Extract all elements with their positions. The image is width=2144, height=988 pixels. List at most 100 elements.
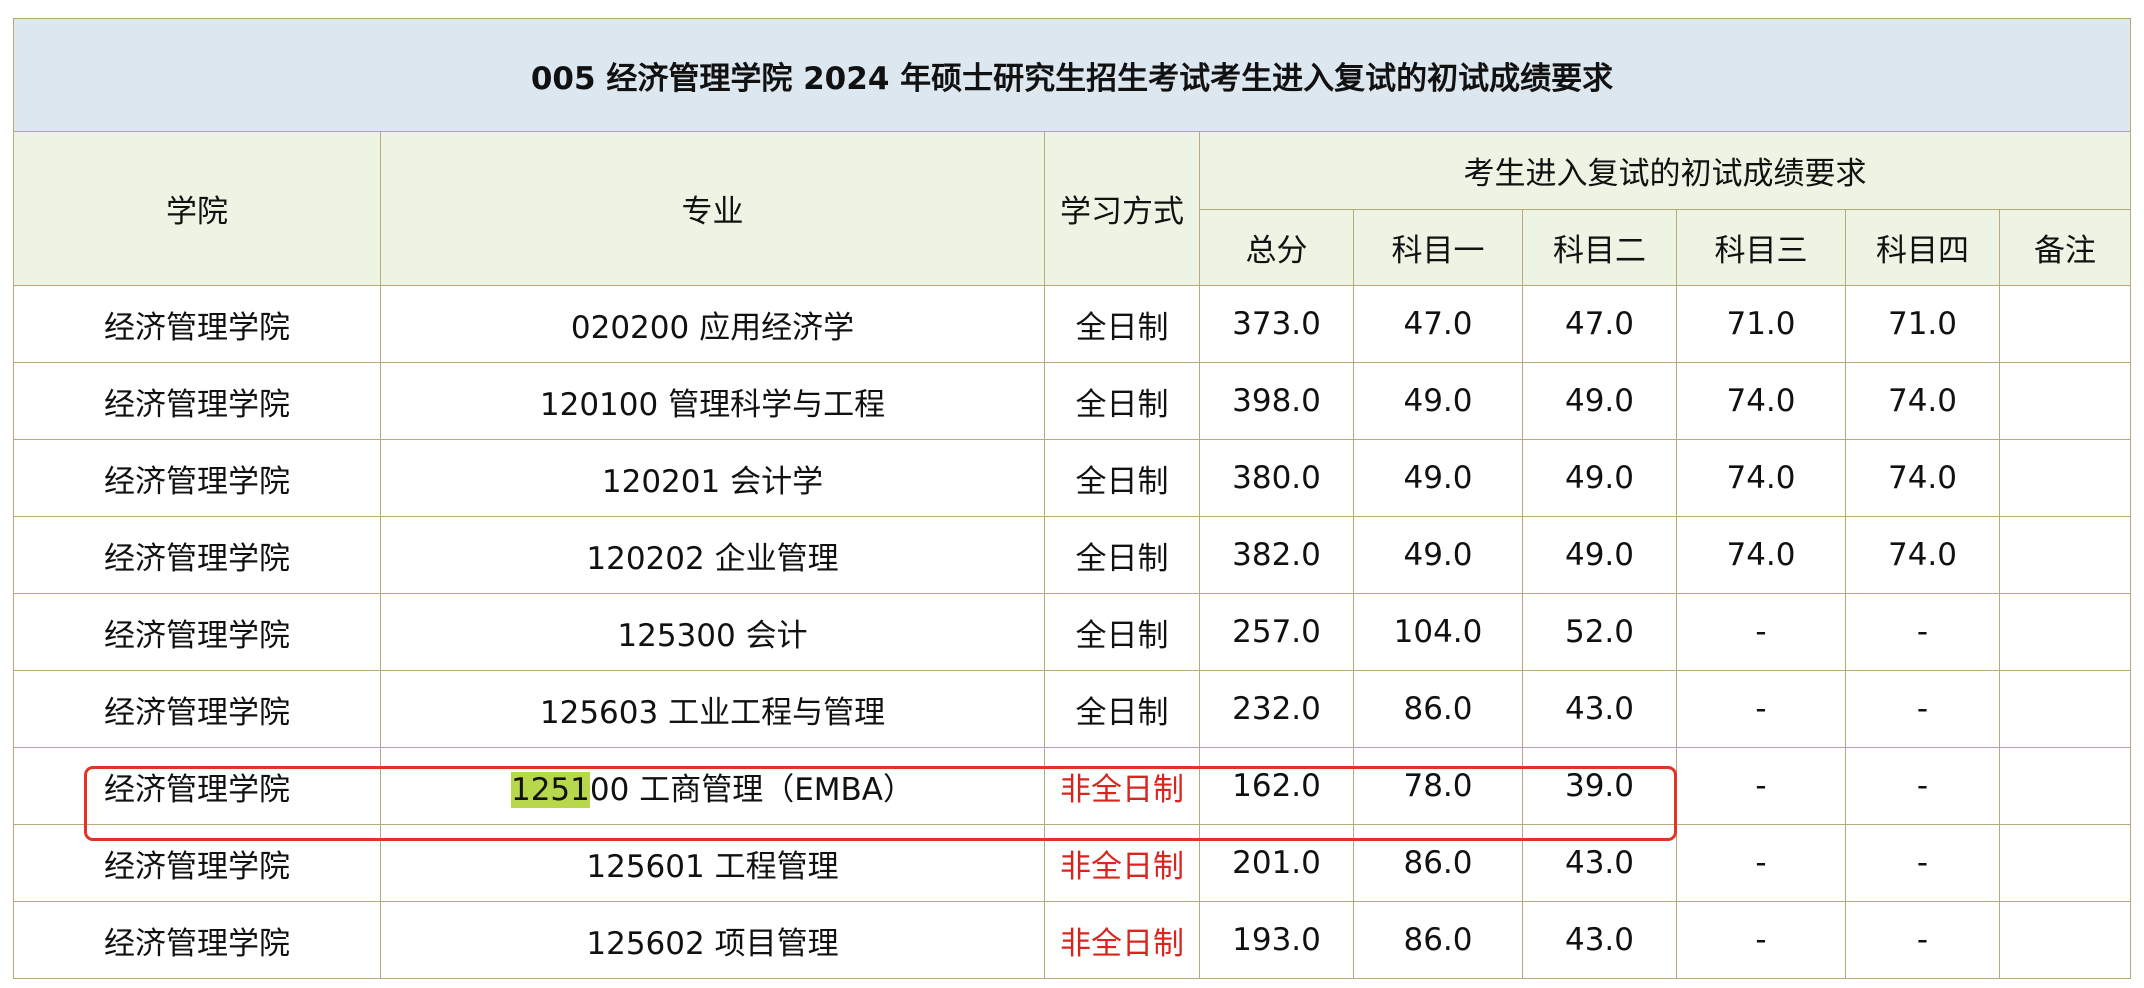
cell-study-mode: 非全日制: [1044, 824, 1200, 902]
table-title: 005 经济管理学院 2024 年硕士研究生招生考试考生进入复试的初试成绩要求: [13, 18, 2131, 132]
header-mode: 学习方式: [1044, 131, 1200, 286]
cell-remark: [1999, 362, 2131, 440]
cell-study-mode: 全日制: [1044, 593, 1200, 671]
cell-total: 257.0: [1199, 593, 1354, 671]
cell-college: 经济管理学院: [13, 593, 381, 671]
table-row: 经济管理学院 125601 工程管理 非全日制 201.0 86.0 43.0- -: [13, 824, 2131, 902]
major-name: 会计: [735, 617, 808, 654]
table-row: 经济管理学院 125100 工商管理（EMBA） 非全日制 162.0 78.0 39.0…: [13, 747, 2131, 825]
cell-subject-2: 49.0: [1522, 439, 1677, 517]
cell-subject-4: 74.0: [1845, 439, 2000, 517]
table-row: 经济管理学院 120202 企业管理 全日制 382.0 49.0 49.0 74.0 74.…: [13, 516, 2131, 594]
cell-total: 201.0: [1199, 824, 1354, 902]
major-name: 企业管理: [704, 540, 839, 577]
header-subject-2: 科目二: [1522, 209, 1677, 286]
cell-subject-1: 86.0: [1353, 670, 1523, 748]
major-code: 125602: [586, 925, 705, 962]
cell-subject-2: 39.0: [1522, 747, 1677, 825]
cell-major: 020200 应用经济学: [380, 285, 1045, 363]
cell-subject-4: 74.0: [1845, 362, 2000, 440]
major-code: 125603: [539, 694, 659, 731]
major-code: 020200: [570, 309, 690, 346]
cell-study-mode: 全日制: [1044, 670, 1200, 748]
cell-total: 382.0: [1199, 516, 1354, 594]
header-subject-4: 科目四: [1845, 209, 2000, 286]
cell-remark: [1999, 439, 2131, 517]
cell-remark: [1999, 285, 2131, 363]
cell-remark: [1999, 670, 2131, 748]
cell-subject-3: -: [1676, 824, 1846, 902]
score-table: 005 经济管理学院 2024 年硕士研究生招生考试考生进入复试的初试成绩要求 …: [13, 18, 2131, 979]
cell-subject-4: -: [1845, 901, 2000, 979]
cell-subject-2: 49.0: [1522, 516, 1677, 594]
cell-total: 380.0: [1199, 439, 1354, 517]
major-code: 125300: [617, 617, 736, 654]
table-row: 经济管理学院 125603 工业工程与管理 全日制 232.0 86.0 43.0- -: [13, 670, 2131, 748]
cell-subject-3: -: [1676, 901, 1846, 979]
major-code: 00: [589, 771, 630, 808]
major-name: 项目管理: [704, 925, 839, 962]
major-code-highlight: 1251: [510, 771, 590, 808]
cell-subject-2: 47.0: [1522, 285, 1677, 363]
cell-study-mode: 全日制: [1044, 516, 1200, 594]
cell-subject-4: 74.0: [1845, 516, 2000, 594]
cell-subject-2: 52.0: [1522, 593, 1677, 671]
cell-subject-3: -: [1676, 670, 1846, 748]
header-subject-1: 科目一: [1353, 209, 1523, 286]
cell-subject-4: -: [1845, 747, 2000, 825]
table-row: 经济管理学院 020200 应用经济学 全日制 373.0 47.0 47.0 71.0 71…: [13, 285, 2131, 363]
cell-major: 120202 企业管理: [380, 516, 1045, 594]
cell-total: 193.0: [1199, 901, 1354, 979]
cell-study-mode: 非全日制: [1044, 747, 1200, 825]
cell-major: 125603 工业工程与管理: [380, 670, 1045, 748]
cell-subject-4: -: [1845, 593, 2000, 671]
cell-study-mode: 非全日制: [1044, 901, 1200, 979]
major-name: 管理科学与工程: [658, 386, 886, 423]
major-name: 会计学: [720, 463, 824, 500]
table-row: 经济管理学院 120100 管理科学与工程 全日制 398.0 49.0 49.0 74.0…: [13, 362, 2131, 440]
cell-remark: [1999, 593, 2131, 671]
cell-major: 125602 项目管理: [380, 901, 1045, 979]
major-name: 工业工程与管理: [658, 694, 886, 731]
cell-subject-2: 43.0: [1522, 824, 1677, 902]
title-row: 005 经济管理学院 2024 年硕士研究生招生考试考生进入复试的初试成绩要求: [13, 18, 2131, 132]
cell-study-mode: 全日制: [1044, 285, 1200, 363]
cell-major: 125601 工程管理: [380, 824, 1045, 902]
cell-subject-1: 86.0: [1353, 824, 1523, 902]
cell-subject-4: 71.0: [1845, 285, 2000, 363]
header-total: 总分: [1199, 209, 1354, 286]
header-remark: 备注: [1999, 209, 2131, 286]
cell-subject-1: 49.0: [1353, 362, 1523, 440]
cell-total: 373.0: [1199, 285, 1354, 363]
cell-college: 经济管理学院: [13, 747, 381, 825]
cell-college: 经济管理学院: [13, 362, 381, 440]
cell-total: 232.0: [1199, 670, 1354, 748]
cell-subject-1: 49.0: [1353, 516, 1523, 594]
cell-college: 经济管理学院: [13, 439, 381, 517]
cell-study-mode: 全日制: [1044, 362, 1200, 440]
major-code: 120201: [601, 463, 721, 500]
cell-remark: [1999, 901, 2131, 979]
cell-subject-1: 86.0: [1353, 901, 1523, 979]
table-row: 经济管理学院 125300 会计 全日制 257.0 104.0 52.0- -: [13, 593, 2131, 671]
header-subject-3: 科目三: [1676, 209, 1846, 286]
cell-subject-3: 74.0: [1676, 362, 1846, 440]
header-major: 专业: [380, 131, 1045, 286]
cell-subject-3: -: [1676, 593, 1846, 671]
header-row-2: 总分 科目一 科目二 科目三 科目四 备注: [14, 209, 2131, 286]
cell-subject-4: -: [1845, 670, 2000, 748]
cell-subject-3: 71.0: [1676, 285, 1846, 363]
cell-subject-3: 74.0: [1676, 439, 1846, 517]
cell-major: 125100 工商管理（EMBA）: [380, 747, 1045, 825]
cell-remark: [1999, 516, 2131, 594]
cell-college: 经济管理学院: [13, 516, 381, 594]
cell-major: 120201 会计学: [380, 439, 1045, 517]
header-college: 学院: [13, 131, 381, 286]
cell-subject-1: 47.0: [1353, 285, 1523, 363]
table-row: 经济管理学院 120201 会计学 全日制 380.0 49.0 49.0 74.0 74.0: [13, 439, 2131, 517]
cell-total: 398.0: [1199, 362, 1354, 440]
table-row: 经济管理学院 125602 项目管理 非全日制 193.0 86.0 43.0- -: [13, 901, 2131, 979]
score-table-sheet: 005 经济管理学院 2024 年硕士研究生招生考试考生进入复试的初试成绩要求 …: [13, 18, 2131, 979]
cell-college: 经济管理学院: [13, 901, 381, 979]
major-code: 120202: [586, 540, 705, 577]
